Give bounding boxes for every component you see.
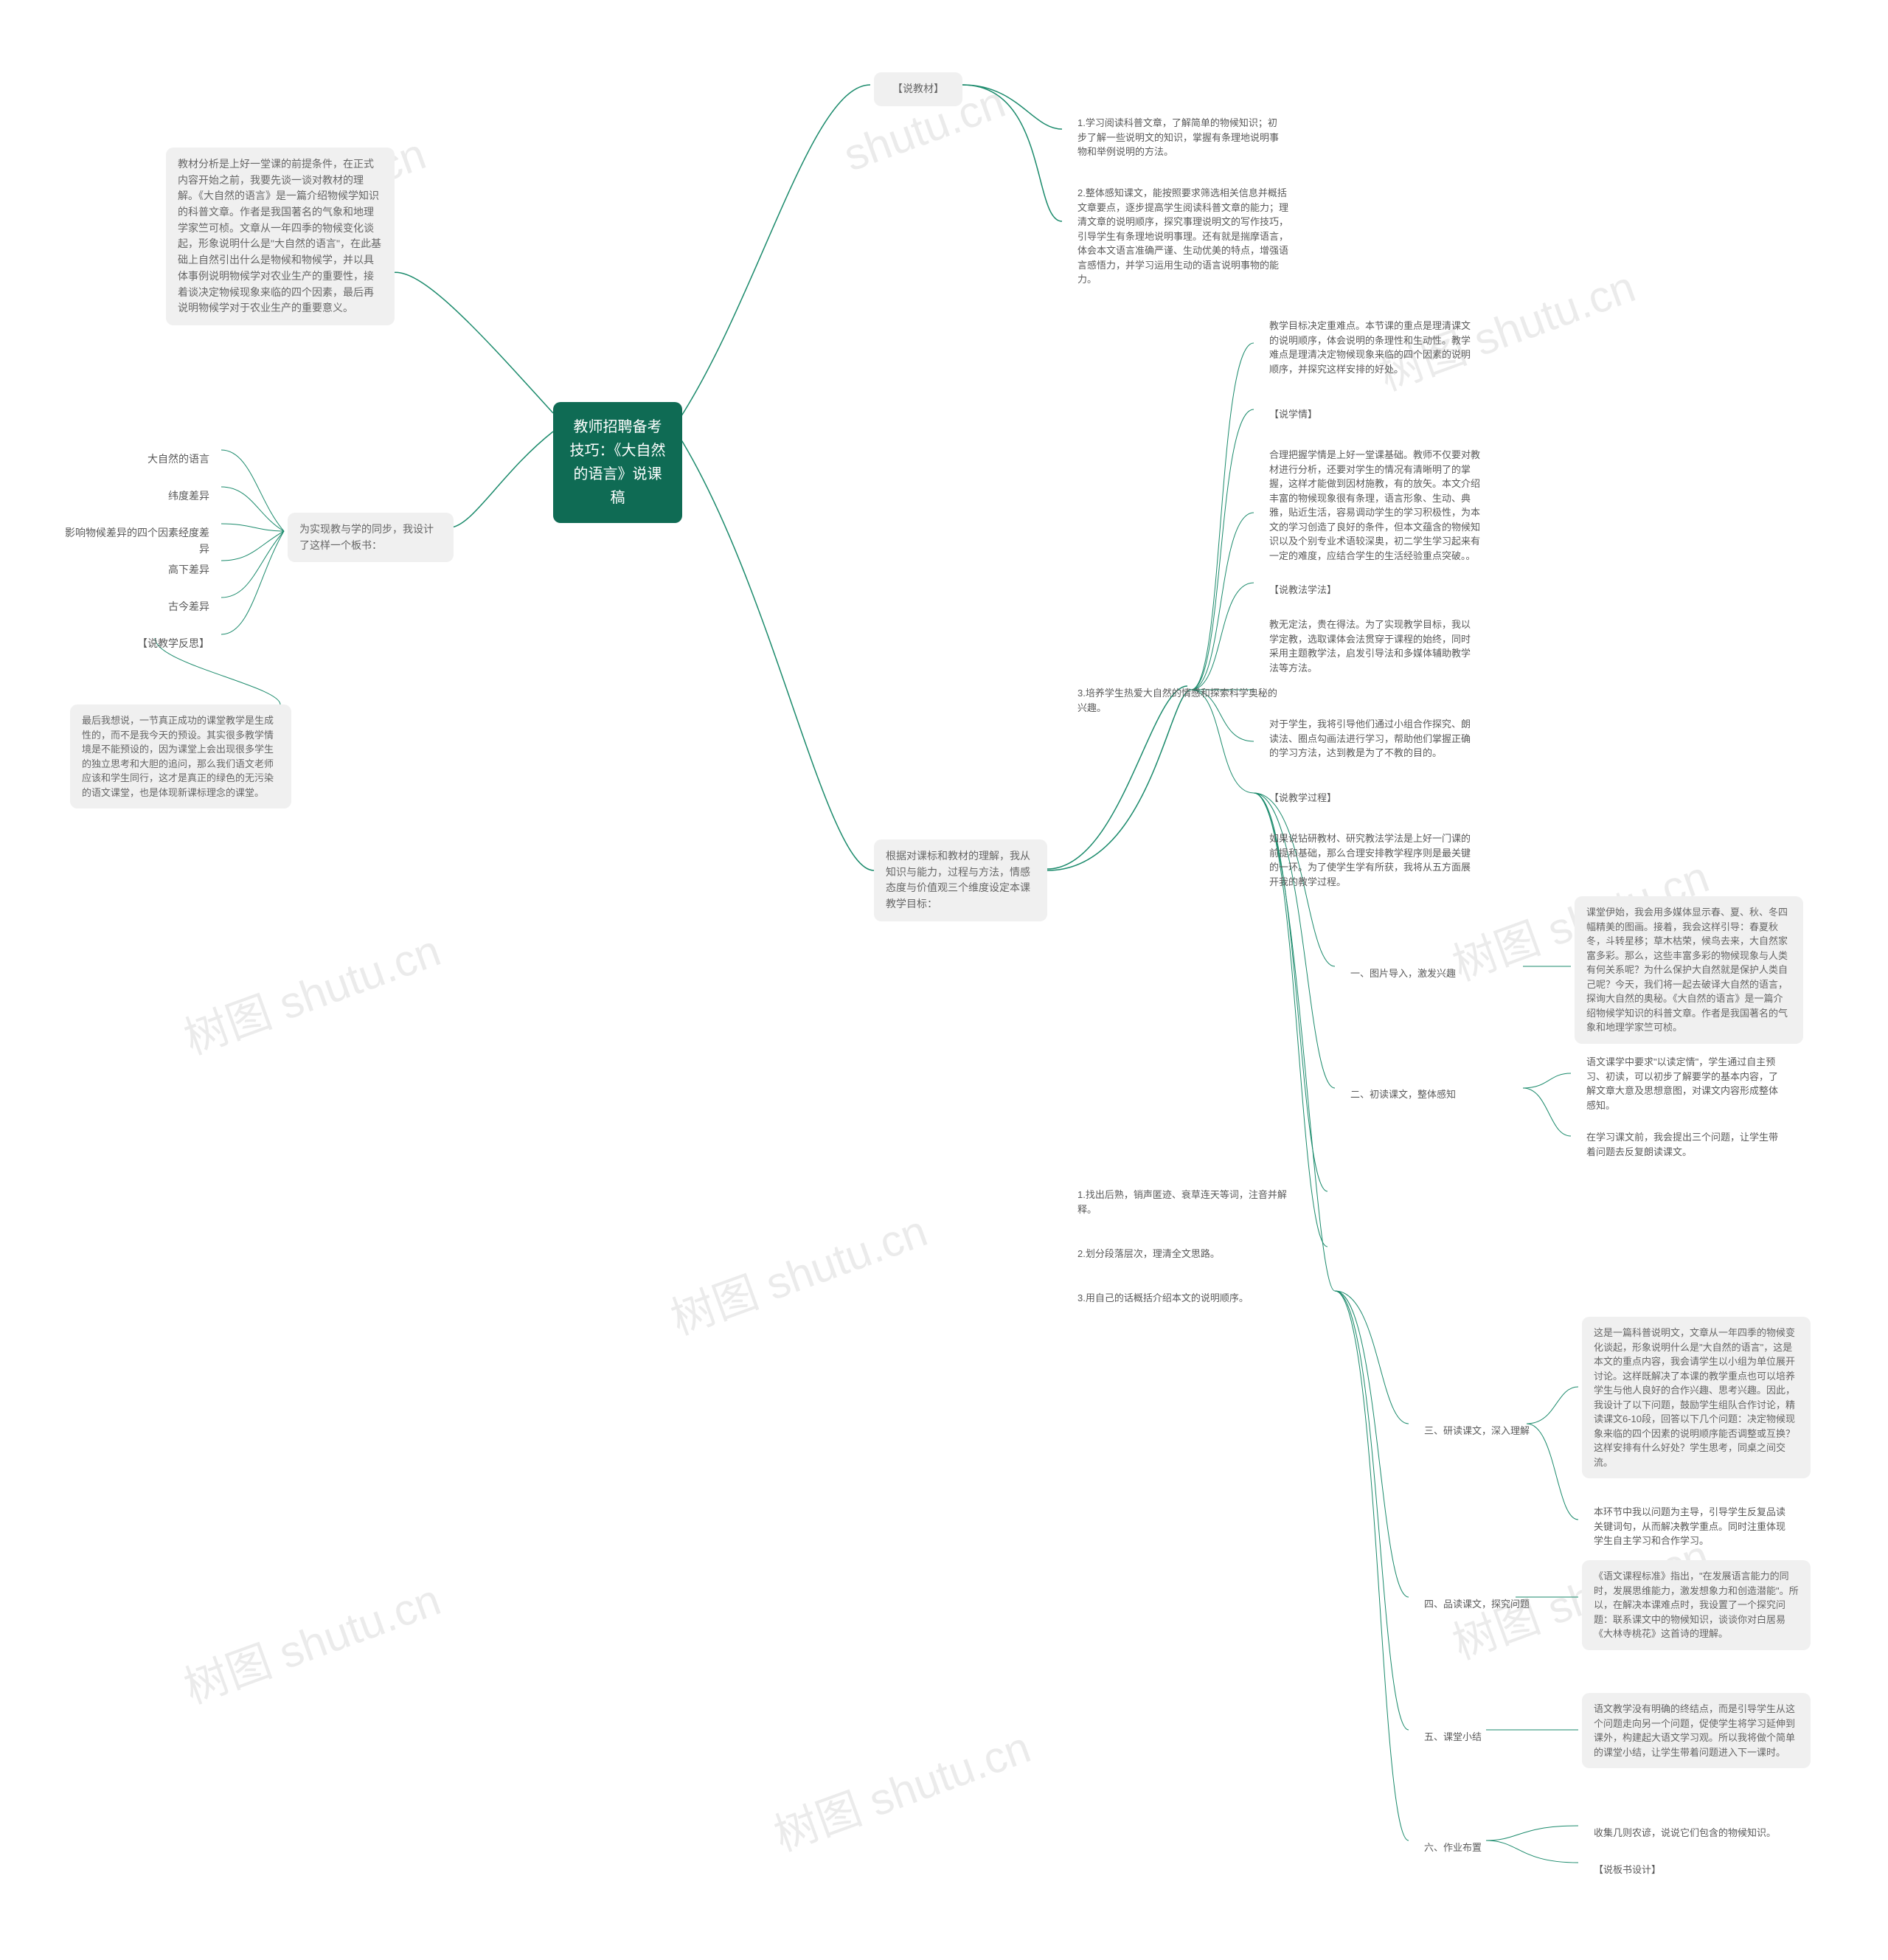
section-method: 【说教法学法】 (1257, 574, 1353, 606)
process-intro: 如果说钻研教材、研究教法学法是上好一门课的前提和基础，那么合理安排教学程序则是最… (1257, 823, 1486, 898)
watermark: 树图 shutu.cn (174, 1564, 448, 1716)
board-design-intro: 为实现教与学的同步，我设计了这样一个板书： (288, 513, 454, 562)
method-text: 教无定法，贵在得法。为了实现教学目标，我以学定教，选取课体会法贯穿于课程的始终，… (1257, 609, 1486, 684)
key-difficulty: 教学目标决定重难点。本节课的重点是理清课文的说明顺序，体会说明的条理性和生动性。… (1257, 310, 1486, 385)
watermark: 树图 shutu.cn (174, 915, 448, 1067)
watermark: 树图 shutu.cn (764, 1711, 1038, 1863)
goals-intro-box: 根据对课标和教材的理解，我从知识与能力，过程与方法，情感态度与价值观三个维度设定… (874, 839, 1047, 921)
reflection-box: 最后我想说，一节真正成功的课堂教学是生成性的，而不是我今天的预设。其实很多教学情… (70, 704, 291, 808)
step3-text-b: 本环节中我以问题为主导，引导学生反复品读关键词句，从而解决教学重点。同时注重体现… (1582, 1496, 1803, 1557)
step1-label: 一、图片导入，激发兴趣 (1339, 958, 1523, 990)
step4-label: 四、品读课文，探究问题 (1412, 1588, 1545, 1621)
step3-text-a: 这是一篇科普说明文，文章从一年四季的物候变化谈起，形象说明什么是"大自然的语言"… (1582, 1317, 1811, 1478)
section-process: 【说教学过程】 (1257, 782, 1361, 814)
board-item: 高下差异 (148, 553, 221, 587)
sub1: 1.找出后熟，销声匿迹、衰草连天等词，注音并解释。 (1066, 1179, 1302, 1225)
board-item: 【说教学反思】 (125, 627, 221, 661)
step5-label: 五、课堂小结 (1412, 1721, 1516, 1753)
learner-text: 合理把握学情是上好一堂课基础。教师不仅要对教材进行分析，还要对学生的情况有清晰明… (1257, 439, 1493, 572)
section-textbook: 【说教材】 (874, 72, 962, 106)
step5-text: 语文教学没有明确的终结点，而是引导学生从这个问题走向另一个问题，促使学生将学习延… (1582, 1693, 1811, 1768)
textbook-analysis-box: 教材分析是上好一堂课的前提条件，在正式内容开始之前，我要先谈一谈对教材的理解。《… (166, 148, 395, 325)
step2-label: 二、初读课文，整体感知 (1339, 1078, 1523, 1111)
step3-label: 三、研读课文，深入理解 (1412, 1415, 1545, 1447)
watermark: 树图 shutu.cn (661, 1195, 934, 1347)
board-item: 纬度差异 (148, 479, 221, 513)
board-item: 大自然的语言 (133, 443, 221, 477)
step6-text-b: 【说板书设计】 (1582, 1854, 1729, 1886)
root-node: 教师招聘备考技巧：《大自然的语言》说课稿 (553, 402, 682, 523)
section-learner: 【说学情】 (1257, 398, 1346, 431)
step1-text: 课堂伊始，我会用多媒体显示春、夏、秋、冬四幅精美的图画。接着，我会这样引导：春夏… (1575, 896, 1803, 1044)
step4-text: 《语文课程标准》指出，"在发展语言能力的同时，发展思维能力，激发想象力和创造潜能… (1582, 1560, 1811, 1650)
step6-label: 六、作业布置 (1412, 1832, 1516, 1864)
goal1: 1.学习阅读科普文章，了解简单的物候知识；初步了解一些说明文的知识，掌握有条理地… (1066, 107, 1294, 168)
student-text: 对于学生，我将引导他们通过小组合作探究、朗读法、圈点勾画法进行学习，帮助他们掌握… (1257, 708, 1486, 769)
goal2: 2.整体感知课文，能按照要求筛选相关信息并概括文章要点，逐步提高学生阅读科普文章… (1066, 177, 1302, 296)
step6-text-a: 收集几则农谚，说说它们包含的物候知识。 (1582, 1817, 1811, 1849)
sub2: 2.划分段落层次，理清全文思路。 (1066, 1238, 1302, 1270)
step2-text-a: 语文课学中要求"以读定情"，学生通过自主预习、初读，可以初步了解要学的基本内容，… (1575, 1046, 1796, 1121)
step2-text-b: 在学习课文前，我会提出三个问题，让学生带着问题去反复朗读课文。 (1575, 1121, 1796, 1168)
sub3: 3.用自己的话概括介绍本文的说明顺序。 (1066, 1282, 1302, 1315)
board-item: 古今差异 (148, 590, 221, 624)
